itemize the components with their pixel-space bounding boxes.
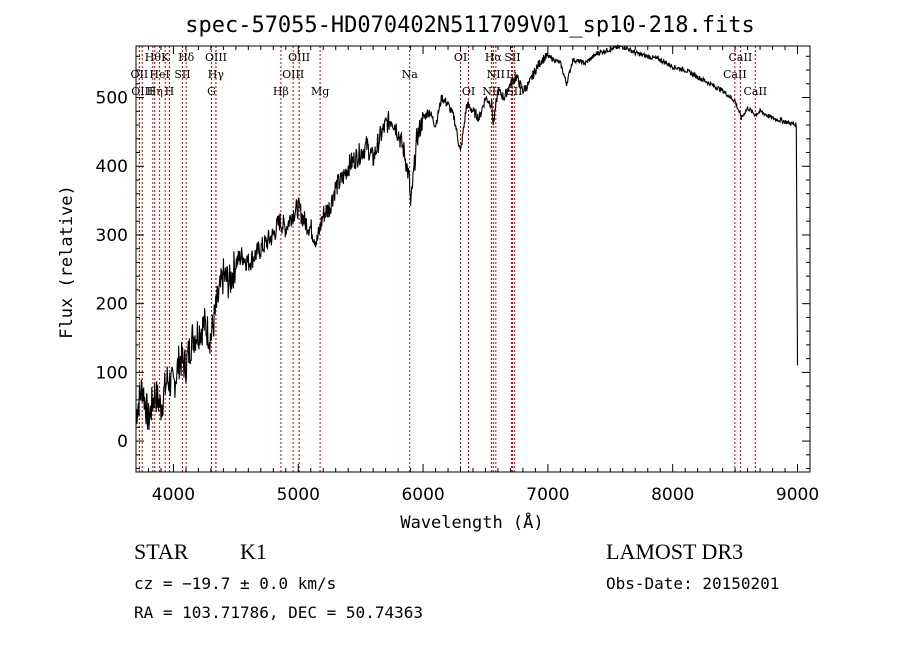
y-tick-label: 500: [96, 89, 128, 109]
spectral-line-label: Hδ: [178, 51, 195, 64]
spectral-line-label: OIII: [131, 85, 153, 98]
spectral-line-label: NII: [482, 85, 500, 98]
spectral-line-label: SII: [504, 51, 520, 64]
y-tick-label: 300: [96, 226, 128, 246]
spectral-line-label: Hη: [147, 85, 163, 98]
y-axis-label: Flux (relative): [57, 185, 77, 339]
spectral-line-label: Hθ: [145, 51, 162, 64]
spectral-line-label: CaII: [723, 68, 747, 81]
x-axis-label: Wavelength (Å): [400, 511, 543, 533]
x-tick-label: 5000: [277, 485, 320, 505]
y-tick-label: 200: [96, 295, 128, 315]
spectral-line-label: HeI: [149, 68, 169, 81]
x-tick-label: 9000: [776, 485, 819, 505]
spectral-line-label: Na: [402, 68, 419, 81]
object-subclass: K1: [240, 539, 267, 564]
chart-title: spec-57055-HD070402N511709V01_sp10-218.f…: [185, 13, 755, 38]
x-tick-label: 4000: [152, 485, 195, 505]
y-tick-label: 0: [117, 432, 128, 452]
spectrum-line: [135, 43, 799, 431]
spectral-line-label: Li: [506, 68, 517, 81]
coordinates: RA = 103.71786, DEC = 50.74363: [134, 603, 423, 622]
spectral-line-label: CaII: [729, 51, 753, 64]
object-class: STAR: [134, 539, 189, 564]
redshift-text: cz = −19.7 ± 0.0 km/s: [134, 574, 337, 593]
spectral-line-label: OIII: [205, 51, 227, 64]
spectral-line-label: OI: [462, 85, 475, 98]
spectral-line-label: Hγ: [208, 68, 225, 81]
x-tick-label: 7000: [526, 485, 569, 505]
survey-name: LAMOST DR3: [606, 539, 744, 564]
spectral-line-label: SII: [506, 85, 522, 98]
spectral-line-label: OI: [454, 51, 467, 64]
x-tick-label: 6000: [401, 485, 444, 505]
y-tick-label: 100: [96, 363, 128, 383]
spectral-line-label: OII: [131, 68, 149, 81]
axis-ticks: 4000 5000 6000 7000 8000 9000 0 100 200 300 400 500: [96, 46, 819, 505]
spectral-line-label: OIII: [282, 68, 304, 81]
spectral-line-label: OIII: [288, 51, 310, 64]
x-tick-label: 8000: [651, 485, 694, 505]
obs-date: Obs-Date: 20150201: [606, 574, 780, 593]
spectral-line-label: Hα: [485, 51, 503, 64]
spectral-line-label: SII: [174, 68, 190, 81]
spectral-line-label: Hβ: [273, 85, 289, 98]
spectral-line-label: NII: [487, 68, 505, 81]
spectral-line-label: K: [161, 51, 170, 64]
spectral-line-markers: [138, 46, 756, 472]
y-tick-label: 400: [96, 157, 128, 177]
spectral-line-label: H: [165, 85, 175, 98]
spectral-line-label: CaII: [743, 85, 767, 98]
spectral-line-label: G: [207, 85, 216, 98]
spectral-line-label: Mg: [311, 85, 329, 98]
